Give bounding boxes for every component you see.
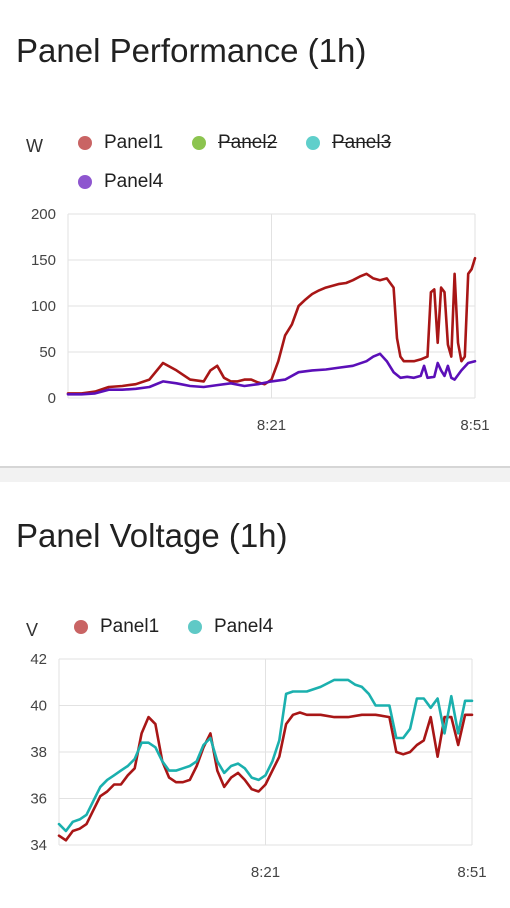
y-tick-label: 42 — [30, 651, 47, 668]
x-tick-label: 8:51 — [457, 864, 486, 881]
x-tick-label: 8:21 — [251, 864, 280, 881]
y-tick-label: 34 — [30, 837, 47, 854]
x-tick-label: 8:51 — [460, 417, 489, 434]
chart-title: Panel Performance (1h) — [16, 32, 367, 69]
y-axis-unit-label: W — [26, 136, 43, 156]
legend-dot-icon — [78, 175, 92, 189]
series-line-panel1 — [57, 711, 474, 842]
legend-label: Panel4 — [104, 171, 164, 192]
legend-label: Panel3 — [332, 132, 392, 153]
performance-chart-svg: 0 50 100 150 200 8:21 8:51 — [31, 206, 490, 434]
x-tick-label: 8:21 — [257, 417, 286, 434]
y-tick-label: 50 — [39, 344, 56, 361]
series-line-panel4 — [66, 352, 477, 396]
y-tick-label: 100 — [31, 298, 56, 315]
series-line-panel1 — [66, 256, 477, 395]
legend-dot-icon — [74, 620, 88, 634]
legend-label: Panel4 — [214, 616, 274, 637]
y-tick-label: 36 — [30, 791, 47, 808]
legend-label: Panel1 — [100, 616, 160, 637]
voltage-chart-svg: 34 36 38 40 42 8:21 8:51 — [30, 651, 486, 881]
card-separator — [0, 466, 510, 484]
y-tick-label: 38 — [30, 744, 47, 761]
legend-dot-icon — [78, 136, 92, 150]
panel-voltage-card: Panel Voltage (1h) V Panel1 Panel4 34 36 3… — [0, 482, 510, 908]
legend-dot-icon — [188, 620, 202, 634]
y-tick-label: 200 — [31, 206, 56, 223]
y-tick-label: 40 — [30, 698, 47, 715]
legend-dot-icon — [192, 136, 206, 150]
legend-dot-icon — [306, 136, 320, 150]
y-axis-unit-label: V — [26, 620, 39, 640]
panel-performance-card: Panel Performance (1h) W Panel1 Panel2 P… — [16, 32, 490, 434]
y-tick-label: 150 — [31, 252, 56, 269]
legend-label: Panel2 — [218, 132, 278, 153]
series-line-panel4 — [57, 678, 474, 833]
chart-title: Panel Voltage (1h) — [16, 517, 288, 554]
y-tick-label: 0 — [48, 390, 56, 407]
legend-label: Panel1 — [104, 132, 164, 153]
